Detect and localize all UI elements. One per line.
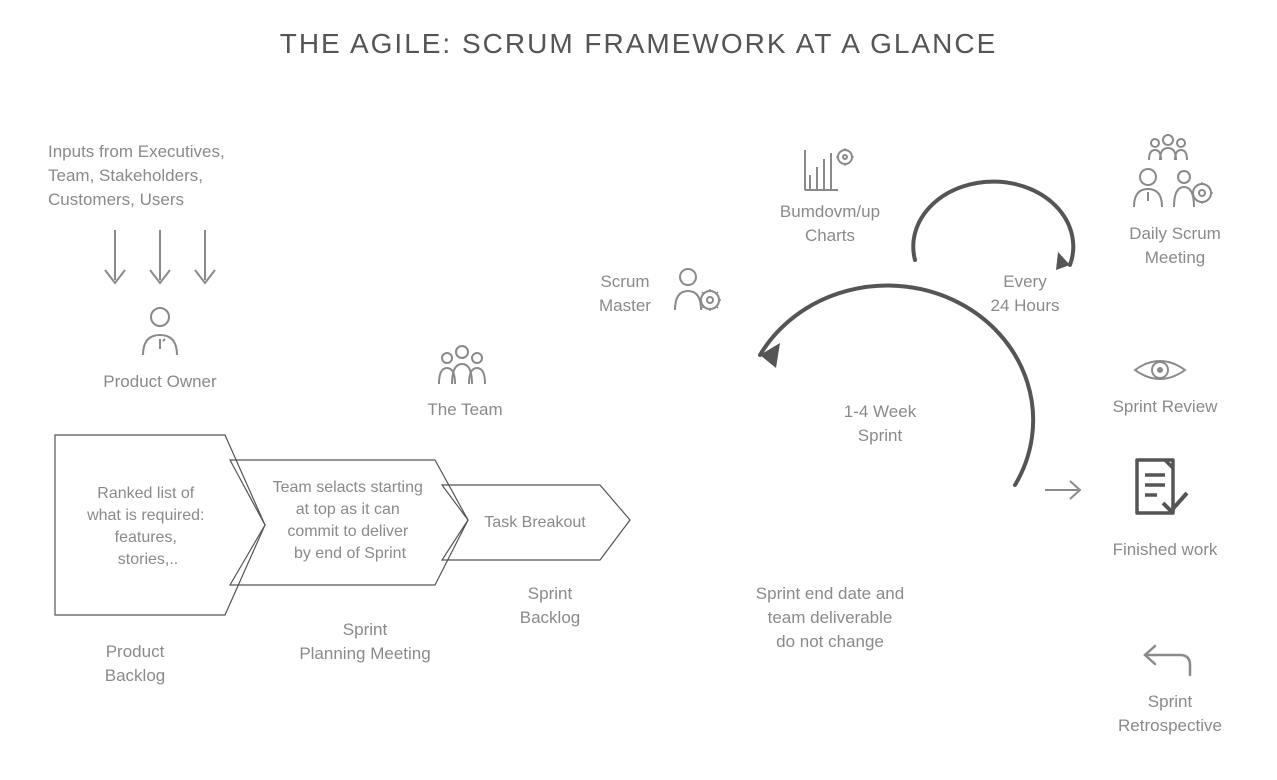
team-selects-line4: by end of Sprint <box>294 545 407 562</box>
product-backlog-label: ProductBacklog <box>70 640 200 688</box>
input-arrows-icon <box>100 225 220 300</box>
task-breakout-text: Task Breakout <box>484 514 586 531</box>
daily-scrum-icon <box>1120 135 1220 220</box>
svg-text:Task Breakout: Task Breakout <box>484 514 586 531</box>
sprint-review-icon <box>1130 350 1190 395</box>
sprint-loops-icon <box>740 210 1100 515</box>
ranked-list-line2: what is required: <box>86 507 204 524</box>
sprint-backlog-label: SprintBacklog <box>490 582 610 630</box>
ranked-list-line3: features, <box>115 529 177 546</box>
svg-text:Team selacts starting at t: Team selacts starting at top as it can c… <box>273 479 428 562</box>
sprint-end-note-label: Sprint end date andteam deliverabledo no… <box>720 582 940 653</box>
inputs-label: Inputs from Executives,Team, Stakeholder… <box>48 140 268 211</box>
right-arrow-icon <box>1040 475 1090 510</box>
svg-text:Ranked list of what is req: Ranked list of what is required: feature… <box>86 485 209 568</box>
product-owner-label: Product Owner <box>75 370 245 394</box>
daily-scrum-label: Daily ScrumMeeting <box>1115 222 1235 270</box>
sprint-retro-label: SprintRetrospective <box>1100 690 1240 738</box>
sprint-review-label: Sprint Review <box>1100 395 1230 419</box>
team-selects-line3: commit to deliver <box>287 523 409 540</box>
sprint-duration-label: 1-4 WeekSprint <box>810 400 950 448</box>
scrum-master-label: ScrumMaster <box>580 270 670 318</box>
team-icon <box>432 342 492 397</box>
ranked-list-line1: Ranked list of <box>97 485 194 502</box>
burndown-chart-icon <box>800 145 860 200</box>
scrum-master-icon <box>670 265 725 320</box>
sprint-planning-label: SprintPlanning Meeting <box>275 618 455 666</box>
diagram-title: THE AGILE: SCRUM FRAMEWORK AT A GLANCE <box>0 28 1277 60</box>
finished-work-label: Finished work <box>1100 538 1230 562</box>
product-owner-icon <box>135 305 185 365</box>
team-selects-line1: Team selacts starting <box>273 479 423 496</box>
team-selects-line2: at top as it can <box>296 501 400 518</box>
finished-work-icon <box>1125 455 1195 530</box>
team-label: The Team <box>405 398 525 422</box>
sprint-retro-icon <box>1135 640 1195 690</box>
ranked-list-line4: stories,.. <box>118 551 178 568</box>
